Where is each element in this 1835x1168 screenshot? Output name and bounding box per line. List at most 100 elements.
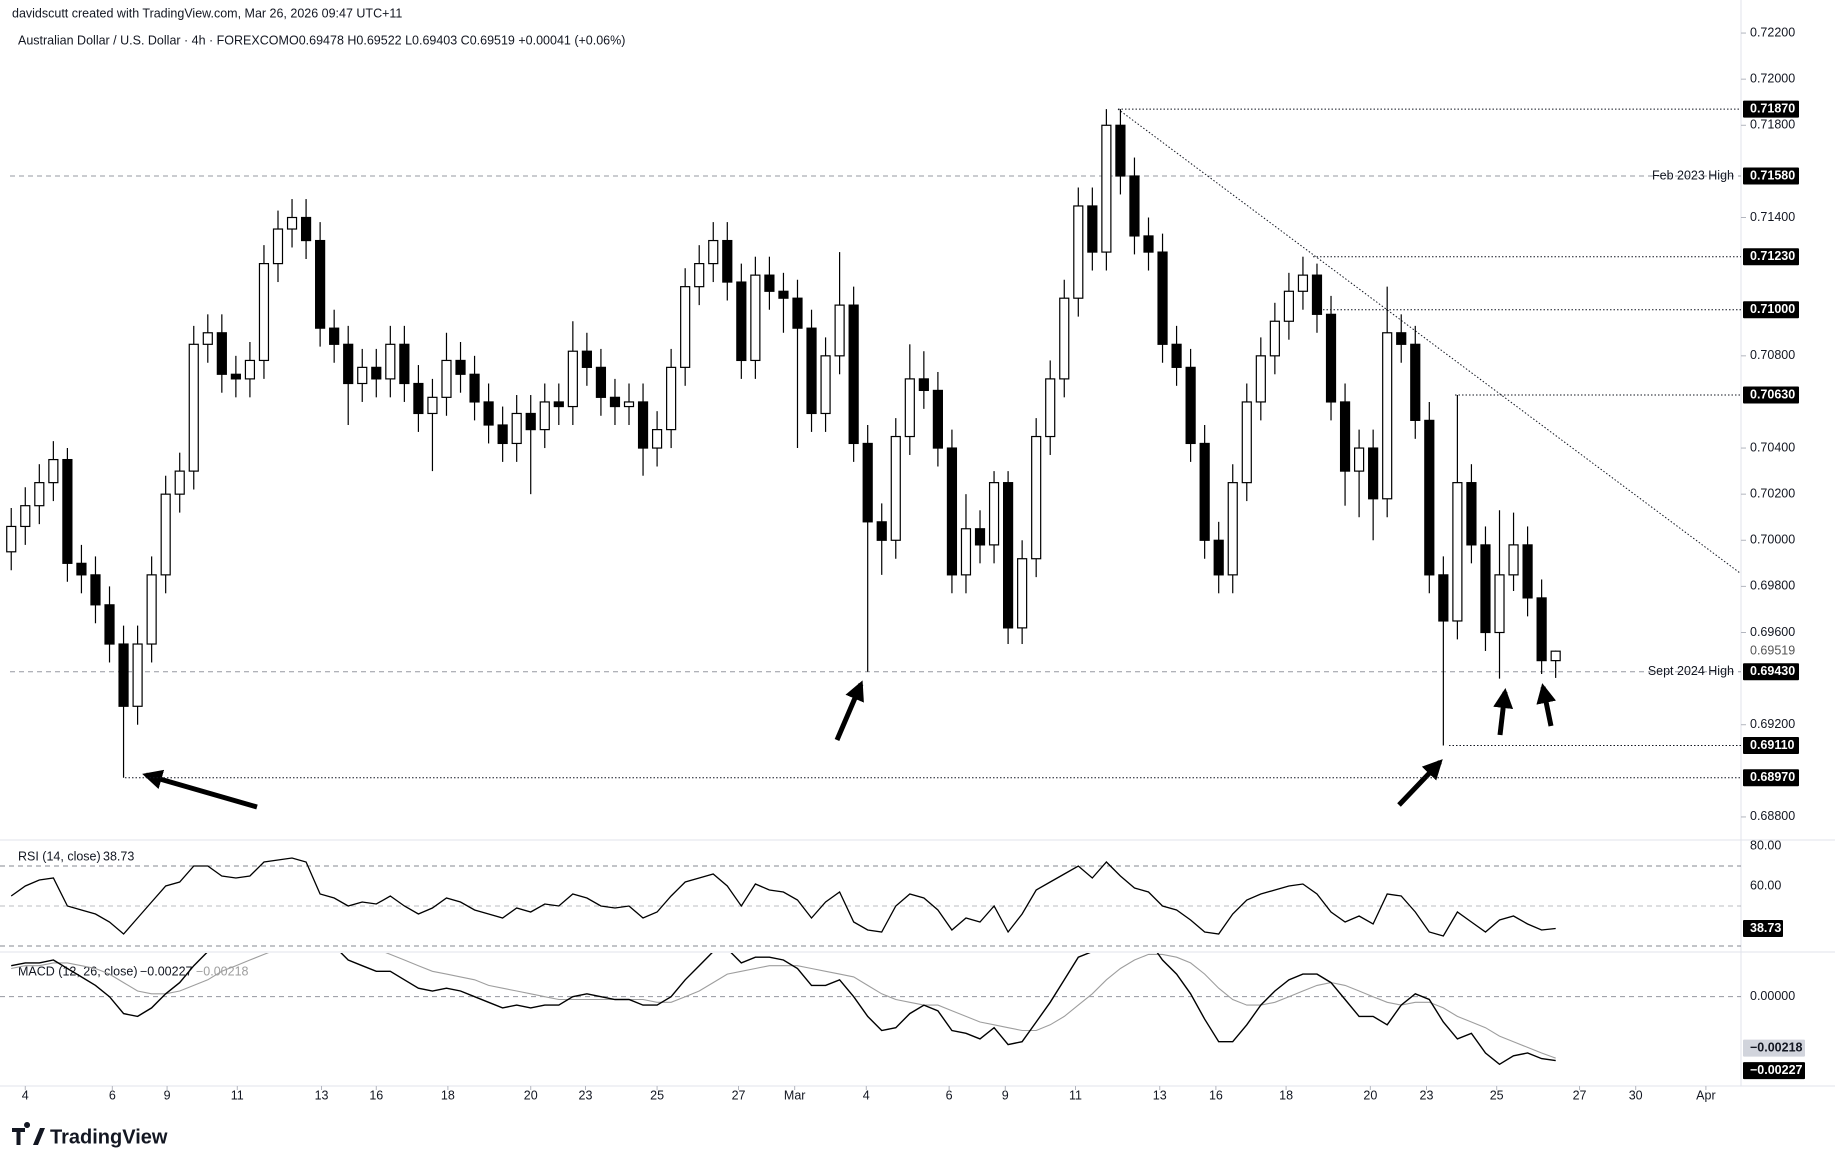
brand-logo [12, 1122, 45, 1145]
candle-body [1325, 313, 1337, 403]
candle-body [694, 263, 705, 288]
candle-body [637, 401, 649, 449]
y-tick-label: 0.70000 [1750, 533, 1795, 547]
candle-body [553, 401, 564, 408]
candle-body [525, 412, 536, 431]
candle-body [202, 332, 213, 345]
candle-body [708, 239, 719, 265]
candle-body [1073, 205, 1084, 299]
ohlc: O0.69478 H0.69522 L0.69403 C0.69519 +0.0… [289, 33, 625, 47]
candle-body [441, 359, 452, 398]
candle-body [595, 366, 607, 398]
candle-body [118, 643, 129, 707]
candle-body [146, 574, 157, 645]
candle-body [371, 366, 382, 380]
level-badge [1743, 769, 1799, 787]
candle-body [1255, 355, 1266, 403]
candle-body [666, 366, 677, 431]
x-tick-label: 25 [1490, 1088, 1504, 1102]
level-badge [1743, 248, 1799, 266]
candle-body [1339, 401, 1351, 472]
candle-body [1199, 442, 1210, 541]
x-tick-label: 27 [732, 1088, 746, 1102]
candle-body [1129, 175, 1140, 237]
line [10, 857, 1556, 937]
candle-body [1157, 251, 1168, 345]
rsi-value: 38.73 [103, 849, 134, 863]
arrow [1397, 759, 1443, 807]
x-tick-label: 4 [22, 1088, 29, 1102]
candle-body [1283, 290, 1295, 322]
candle-body [104, 604, 115, 645]
x-tick-label: 20 [1363, 1088, 1377, 1102]
x-tick-label: 13 [1153, 1088, 1167, 1102]
candle-body [1508, 544, 1519, 576]
candle-body [427, 396, 438, 415]
candle-body [399, 343, 410, 385]
level-label: 0.68970 [1750, 770, 1795, 784]
symbol: Australian Dollar / U.S. Dollar · 4h · F… [18, 33, 289, 47]
y-tick-label: 0.68800 [1750, 809, 1795, 823]
brand-name: TradingView [50, 1126, 168, 1148]
candle-body [343, 343, 354, 385]
candle-body [581, 350, 592, 368]
candle-body [848, 304, 859, 445]
candle-body [1045, 378, 1056, 438]
candle-body [1115, 124, 1126, 177]
level-note: Sept 2024 High [1648, 664, 1734, 678]
candle-body [1424, 419, 1435, 576]
candle-body [62, 458, 73, 564]
brand: TradingView [12, 1122, 168, 1148]
candle-body [988, 482, 1000, 546]
macd-badge [1743, 1039, 1805, 1057]
candle-body [1522, 544, 1533, 599]
line [11, 953, 1556, 1066]
candle-body [1269, 320, 1280, 357]
candle-body [1002, 482, 1014, 629]
y-tick-label: 0.70200 [1750, 486, 1795, 500]
candle-body [1550, 650, 1561, 662]
candle-body [1227, 482, 1238, 576]
candle-body [413, 382, 424, 415]
level-note: Feb 2023 High [1652, 168, 1734, 182]
arrow [142, 769, 258, 810]
y-tick-label: 0.72000 [1750, 71, 1795, 85]
arrow [1536, 683, 1557, 727]
x-tick-label: 4 [863, 1088, 870, 1102]
x-tick-label: 23 [1420, 1088, 1434, 1102]
arrows [142, 680, 1557, 810]
candle-body [76, 562, 87, 576]
level-badge [1743, 301, 1799, 319]
candle-body [244, 359, 256, 380]
x-tick-label: 6 [109, 1088, 116, 1102]
candle-body [792, 297, 803, 329]
candle-body [1438, 574, 1449, 622]
arrow [1493, 688, 1514, 736]
macd-title: MACD (12, 26, close) [18, 964, 137, 978]
candle-body [258, 263, 270, 362]
candle-body [764, 274, 775, 292]
candle-body [34, 482, 45, 507]
y-tick-label: 0.71800 [1750, 118, 1795, 132]
candle-body [315, 239, 326, 329]
candle-body [160, 493, 171, 576]
candle-body [469, 373, 480, 403]
candle-body [1410, 343, 1421, 421]
candle-body [680, 286, 691, 368]
x-tick-label: 13 [315, 1088, 329, 1102]
x-tick-label: 11 [231, 1088, 244, 1102]
level-badge [1743, 100, 1799, 118]
x-tick-label: 11 [1069, 1088, 1082, 1102]
candle-body [1354, 447, 1365, 472]
level-label: 0.71000 [1750, 302, 1795, 316]
y-tick-label: 60.00 [1750, 878, 1781, 892]
candle-body [1087, 205, 1098, 253]
candle-body [918, 378, 929, 392]
y-tick-label: 80.00 [1750, 838, 1781, 852]
candle-body [946, 447, 958, 576]
x-tick-label: 18 [441, 1088, 455, 1102]
macd-value: −0.00227 [140, 964, 193, 978]
candle-body [1494, 574, 1505, 634]
candle-body [1480, 544, 1491, 634]
